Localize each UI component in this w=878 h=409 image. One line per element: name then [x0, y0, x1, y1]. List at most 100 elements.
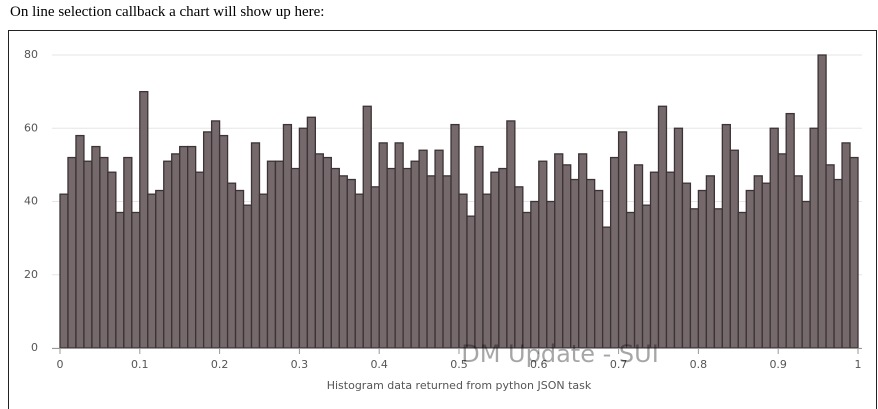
histogram-bar — [75, 134, 85, 349]
histogram-bar — [298, 127, 309, 349]
histogram-bar — [59, 193, 69, 349]
histogram-bar — [490, 171, 500, 349]
histogram-bar — [649, 171, 660, 349]
histogram-bar — [657, 105, 668, 349]
histogram-bar — [498, 167, 508, 349]
histogram-bar — [705, 175, 716, 349]
histogram-bar — [514, 186, 524, 349]
histogram-bar — [187, 145, 197, 349]
histogram-bar — [729, 149, 739, 349]
histogram-bar — [314, 153, 324, 349]
histogram-bar — [697, 189, 708, 349]
histogram-bar — [761, 182, 771, 349]
histogram-bar — [338, 175, 348, 349]
x-tick-label: 0.1 — [131, 358, 149, 371]
histogram-bar — [210, 120, 221, 349]
histogram-bar — [410, 160, 420, 349]
histogram-bar — [306, 116, 317, 349]
histogram-bar — [601, 226, 612, 349]
histogram-bar — [833, 178, 843, 349]
histogram-bar — [554, 153, 564, 349]
histogram-bar — [282, 123, 293, 349]
y-tick-label: 20 — [24, 268, 38, 281]
histogram-bar — [171, 153, 181, 349]
histogram-bar — [546, 200, 556, 349]
x-tick-label: 0.2 — [211, 358, 229, 371]
x-tick-label: 0.4 — [370, 358, 388, 371]
histogram-bar — [83, 160, 93, 349]
histogram-bar — [99, 156, 109, 349]
histogram-bar — [386, 167, 396, 349]
header-text: On line selection callback a chart will … — [10, 4, 325, 20]
x-tick-label: 1 — [855, 358, 862, 371]
histogram-bar — [258, 193, 269, 349]
x-tick-label: 0.5 — [450, 358, 468, 371]
histogram-bar — [745, 189, 755, 349]
histogram-bar — [226, 182, 237, 349]
histogram-bar — [195, 171, 205, 349]
histogram-bar — [506, 120, 516, 349]
histogram-bar — [418, 149, 428, 349]
x-tick-label: 0.8 — [690, 358, 708, 371]
histogram-bar — [522, 211, 532, 349]
histogram-bar — [681, 182, 692, 349]
histogram-bar — [402, 167, 412, 349]
watermark: DM Update - SUI — [461, 340, 659, 368]
histogram-bar — [474, 145, 484, 349]
histogram-bar — [394, 142, 404, 349]
histogram-bar — [131, 211, 141, 349]
histogram-bar — [242, 204, 253, 349]
histogram-bar — [290, 167, 301, 349]
y-tick-label: 60 — [24, 121, 38, 134]
histogram-bar — [67, 156, 77, 349]
chart-frame — [8, 30, 877, 409]
histogram-bar — [849, 156, 859, 349]
histogram-bar — [641, 204, 652, 349]
x-tick-label: 0.6 — [530, 358, 548, 371]
histogram-bar — [91, 145, 101, 349]
histogram-bar — [769, 127, 779, 349]
histogram-bar — [274, 160, 285, 349]
histogram-bar — [570, 178, 580, 349]
histogram-bar — [609, 156, 620, 349]
histogram-bar — [689, 208, 700, 349]
histogram-bar — [234, 189, 245, 349]
histogram-bar — [450, 123, 460, 349]
histogram-bar — [841, 142, 851, 349]
histogram-bar — [777, 153, 787, 349]
histogram-bar — [594, 189, 604, 349]
histogram-bar — [266, 160, 277, 349]
histogram-bar — [753, 175, 763, 349]
y-tick-label: 0 — [31, 341, 38, 354]
x-tick-label: 0 — [57, 358, 64, 371]
histogram-bar — [202, 131, 213, 349]
histogram-bar — [426, 175, 436, 349]
histogram-bar — [330, 167, 340, 349]
histogram-bar — [737, 211, 747, 349]
histogram-bar — [482, 193, 492, 349]
histogram-bar — [458, 193, 468, 349]
histogram-bar — [250, 142, 261, 349]
histogram-bar — [721, 123, 731, 349]
histogram-bar — [673, 127, 684, 349]
histogram-bar — [370, 186, 380, 349]
histogram-bar — [434, 149, 444, 349]
histogram-bar — [362, 105, 372, 349]
histogram-bar — [625, 211, 636, 349]
histogram-bar — [155, 189, 165, 349]
histogram-bar — [713, 208, 723, 349]
histogram-bar — [633, 164, 644, 349]
histogram-bar — [793, 175, 803, 349]
histogram-bar — [578, 153, 588, 349]
histogram-bar — [139, 90, 149, 349]
histogram-bar — [179, 145, 189, 349]
histogram-bar — [115, 211, 125, 349]
x-tick-label: 0.9 — [769, 358, 787, 371]
histogram-bar — [801, 200, 811, 349]
histogram-bar — [785, 112, 795, 349]
histogram-bar — [562, 164, 572, 349]
histogram-bar — [218, 134, 229, 349]
histogram-bar — [530, 200, 540, 349]
